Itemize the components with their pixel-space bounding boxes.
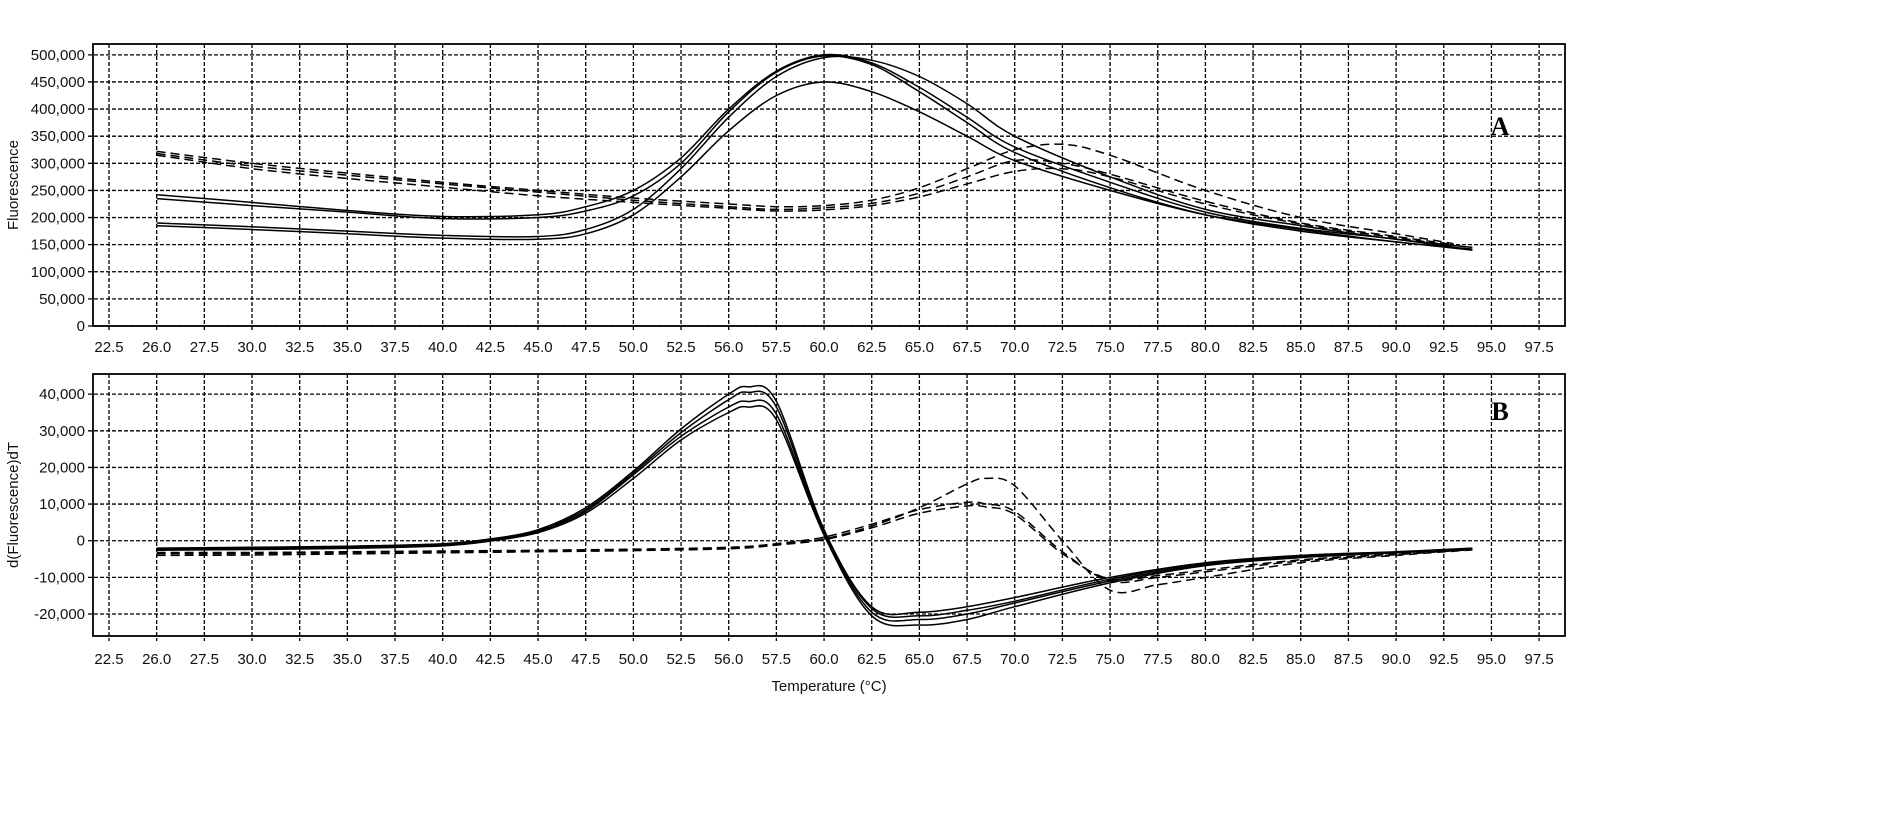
x-tick-label: 77.5 (1143, 651, 1172, 668)
panel-b: 22.5 26.0 27.5 30.0 32.5 35.0 37.5 40.0 42.5 45.0… (5, 374, 1565, 695)
x-tick-label: 50.0 (619, 339, 648, 356)
x-tick-label: 70.0 (1000, 651, 1029, 668)
x-tick-label: 47.5 (571, 339, 600, 356)
y-tick-label: 0 (77, 318, 85, 335)
panel-label: A (1491, 112, 1510, 141)
x-tick-label: 97.5 (1524, 651, 1553, 668)
x-tick-label: 60.0 (809, 651, 838, 668)
x-tick-label: 75.0 (1095, 339, 1124, 356)
x-tick-label: 27.5 (190, 339, 219, 356)
y-tick-label: 250,000 (31, 182, 85, 199)
x-tick-label: 70.0 (1000, 339, 1029, 356)
x-tick-label: 82.5 (1238, 339, 1267, 356)
x-tick-label: 26.0 (142, 651, 171, 668)
x-tick-label: 32.5 (285, 651, 314, 668)
x-tick-label: 62.5 (857, 339, 886, 356)
x-tick-label: 65.0 (905, 651, 934, 668)
x-tick-label: 62.5 (857, 651, 886, 668)
x-tick-label: 95.0 (1477, 651, 1506, 668)
x-tick-label: 92.5 (1429, 651, 1458, 668)
y-tick-label: 150,000 (31, 237, 85, 254)
x-tick-label: 47.5 (571, 651, 600, 668)
x-tick-label: 90.0 (1381, 339, 1410, 356)
x-tick-label: 52.5 (666, 339, 695, 356)
x-tick-label: 72.5 (1048, 651, 1077, 668)
y-tick-label: 450,000 (31, 74, 85, 91)
x-tick-label: 26.0 (142, 339, 171, 356)
x-tick-label: 45.0 (523, 339, 552, 356)
y-tick-label: 0 (77, 533, 85, 550)
x-tick-label: 85.0 (1286, 339, 1315, 356)
melt-curve-figure: 22.5 26.0 27.5 30.0 32.5 35.0 37.5 40.0 42.5 45.0… (0, 0, 1878, 837)
x-tick-label: 22.5 (94, 339, 123, 356)
y-tick-label: 350,000 (31, 128, 85, 145)
y-tick-label: 40,000 (39, 386, 85, 403)
x-tick-label: 56.0 (714, 651, 743, 668)
x-tick-label: 87.5 (1334, 339, 1363, 356)
x-tick-label: 82.5 (1238, 651, 1267, 668)
y-tick-label: 100,000 (31, 264, 85, 281)
x-tick-label: 40.0 (428, 339, 457, 356)
x-tick-label: 67.5 (952, 651, 981, 668)
x-tick-label: 52.5 (666, 651, 695, 668)
x-tick-label: 60.0 (809, 339, 838, 356)
x-tick-label: 37.5 (380, 651, 409, 668)
x-tick-label: 75.0 (1095, 651, 1124, 668)
y-tick-label: 20,000 (39, 459, 85, 476)
y-axis-title: Fluorescence (5, 140, 22, 230)
x-tick-label: 27.5 (190, 651, 219, 668)
x-tick-label: 22.5 (94, 651, 123, 668)
x-tick-label: 37.5 (380, 339, 409, 356)
x-tick-label: 80.0 (1191, 339, 1220, 356)
y-tick-label: 200,000 (31, 210, 85, 227)
x-tick-label: 92.5 (1429, 339, 1458, 356)
x-tick-label: 35.0 (333, 339, 362, 356)
x-tick-label: 50.0 (619, 651, 648, 668)
y-tick-label: 500,000 (31, 47, 85, 64)
y-axis-title: d(Fluorescence)dT (5, 442, 22, 568)
x-tick-label: 42.5 (476, 339, 505, 356)
plot-area (93, 374, 1565, 636)
x-tick-label: 77.5 (1143, 339, 1172, 356)
panel-a: 22.5 26.0 27.5 30.0 32.5 35.0 37.5 40.0 42.5 45.0… (5, 44, 1565, 356)
y-tick-label: 30,000 (39, 423, 85, 440)
x-tick-label: 85.0 (1286, 651, 1315, 668)
panel-label: B (1491, 397, 1508, 426)
x-tick-label: 42.5 (476, 651, 505, 668)
x-tick-label: 30.0 (237, 651, 266, 668)
x-tick-label: 45.0 (523, 651, 552, 668)
x-tick-label: 80.0 (1191, 651, 1220, 668)
x-tick-label: 40.0 (428, 651, 457, 668)
x-tick-label: 87.5 (1334, 651, 1363, 668)
x-axis-title: Temperature (°C) (771, 678, 886, 695)
x-tick-label: 67.5 (952, 339, 981, 356)
y-tick-label: 300,000 (31, 155, 85, 172)
x-tick-label: 90.0 (1381, 651, 1410, 668)
x-tick-label: 57.5 (762, 339, 791, 356)
x-tick-label: 65.0 (905, 339, 934, 356)
y-tick-label: 10,000 (39, 496, 85, 513)
x-tick-label: 97.5 (1524, 339, 1553, 356)
x-tick-label: 72.5 (1048, 339, 1077, 356)
y-tick-label: -10,000 (34, 569, 85, 586)
x-tick-label: 30.0 (237, 339, 266, 356)
x-tick-label: 95.0 (1477, 339, 1506, 356)
y-tick-label: -20,000 (34, 606, 85, 623)
x-tick-label: 57.5 (762, 651, 791, 668)
x-tick-label: 56.0 (714, 339, 743, 356)
y-tick-label: 400,000 (31, 101, 85, 118)
x-tick-label: 32.5 (285, 339, 314, 356)
y-tick-label: 50,000 (39, 291, 85, 308)
x-tick-label: 35.0 (333, 651, 362, 668)
plot-area (93, 44, 1565, 326)
